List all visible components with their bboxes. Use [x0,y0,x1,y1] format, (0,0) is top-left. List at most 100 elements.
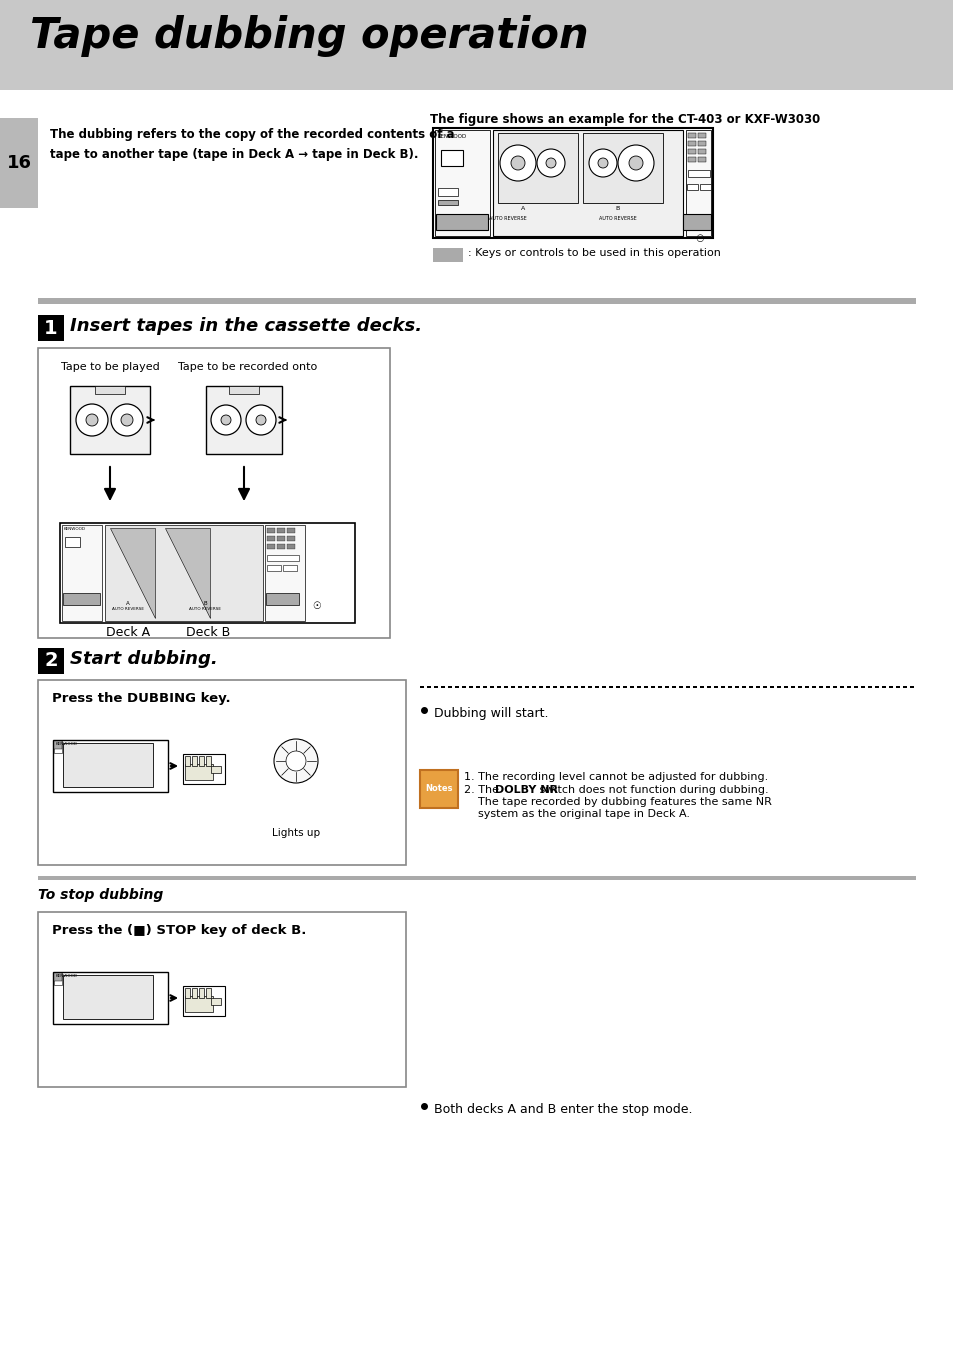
Text: 2: 2 [44,651,58,670]
Bar [909,686,913,688]
Bar [427,686,431,688]
Bar [38,648,64,674]
Circle shape [76,404,108,436]
Bar [685,130,710,236]
Bar [698,141,705,146]
Bar [490,686,494,688]
Bar [825,686,829,688]
Bar [755,686,760,688]
Bar [229,386,258,394]
Bar [283,565,296,571]
Bar [503,686,507,688]
Text: Press the DUBBING key.: Press the DUBBING key. [52,692,231,705]
Bar [882,686,885,688]
Bar [440,686,444,688]
Bar [199,988,204,998]
Bar [595,686,598,688]
Bar [183,754,225,784]
Text: B: B [616,205,619,211]
Bar [276,536,285,540]
Bar [538,686,542,688]
Bar [419,686,423,688]
Circle shape [499,145,536,181]
Text: KENWOOD: KENWOOD [56,742,78,746]
Bar [0,118,38,208]
Bar [70,386,150,454]
Bar [287,528,294,534]
Bar [698,157,705,162]
Text: Tape to be played: Tape to be played [61,362,159,372]
Bar [706,686,710,688]
Text: 2. The: 2. The [463,785,502,794]
Bar [63,975,152,1019]
Text: AUTO REVERSE: AUTO REVERSE [189,607,221,611]
Text: tape to another tape (tape in Deck A → tape in Deck B).: tape to another tape (tape in Deck A → t… [50,149,418,161]
Bar [700,686,703,688]
Circle shape [121,413,132,426]
Bar [700,184,710,190]
Bar [287,544,294,549]
Circle shape [545,158,556,168]
Bar [797,686,801,688]
Bar [686,184,698,190]
Bar [95,386,125,394]
Bar [192,988,196,998]
Text: To stop dubbing: To stop dubbing [38,888,163,902]
Text: system as the original tape in Deck A.: system as the original tape in Deck A. [463,809,689,819]
Circle shape [111,404,143,436]
Bar [720,686,724,688]
Circle shape [618,145,654,181]
Bar [265,526,305,621]
Bar [566,686,571,688]
Bar [741,686,745,688]
Bar [783,686,787,688]
Circle shape [588,149,617,177]
Bar [664,686,668,688]
Bar [682,213,710,230]
Bar [687,157,696,162]
Bar [685,686,689,688]
Bar [559,686,563,688]
Bar [748,686,752,688]
Bar [38,912,406,1088]
Bar [545,686,550,688]
Bar [687,149,696,154]
Bar [493,130,682,236]
Circle shape [211,405,241,435]
Bar [419,770,457,808]
Bar [517,686,521,688]
Bar [769,686,773,688]
Bar [287,536,294,540]
Text: KENWOOD: KENWOOD [56,974,78,978]
Bar [440,150,462,166]
Text: KENWOOD: KENWOOD [437,134,467,139]
Text: Press the (■) STOP key of deck B.: Press the (■) STOP key of deck B. [52,924,306,938]
Circle shape [221,415,231,426]
Bar [54,973,62,985]
Text: B: B [203,601,207,607]
Bar [601,686,605,688]
Bar [211,998,221,1005]
Bar [435,130,490,236]
Bar [476,686,479,688]
Text: KENWOOD: KENWOOD [64,527,86,531]
Bar [840,686,843,688]
Bar [206,988,211,998]
Bar [455,686,458,688]
Bar [62,526,102,621]
Bar [185,765,213,780]
Bar [54,973,62,981]
Bar [698,149,705,154]
Text: AUTO REVERSE: AUTO REVERSE [112,607,144,611]
Bar [874,686,878,688]
Bar [38,349,390,638]
Bar [811,686,815,688]
Bar [616,686,619,688]
Bar [267,544,274,549]
Bar [437,200,457,205]
Circle shape [86,413,98,426]
Bar [629,686,634,688]
Polygon shape [165,528,210,617]
Bar [524,686,529,688]
Bar [437,188,457,196]
